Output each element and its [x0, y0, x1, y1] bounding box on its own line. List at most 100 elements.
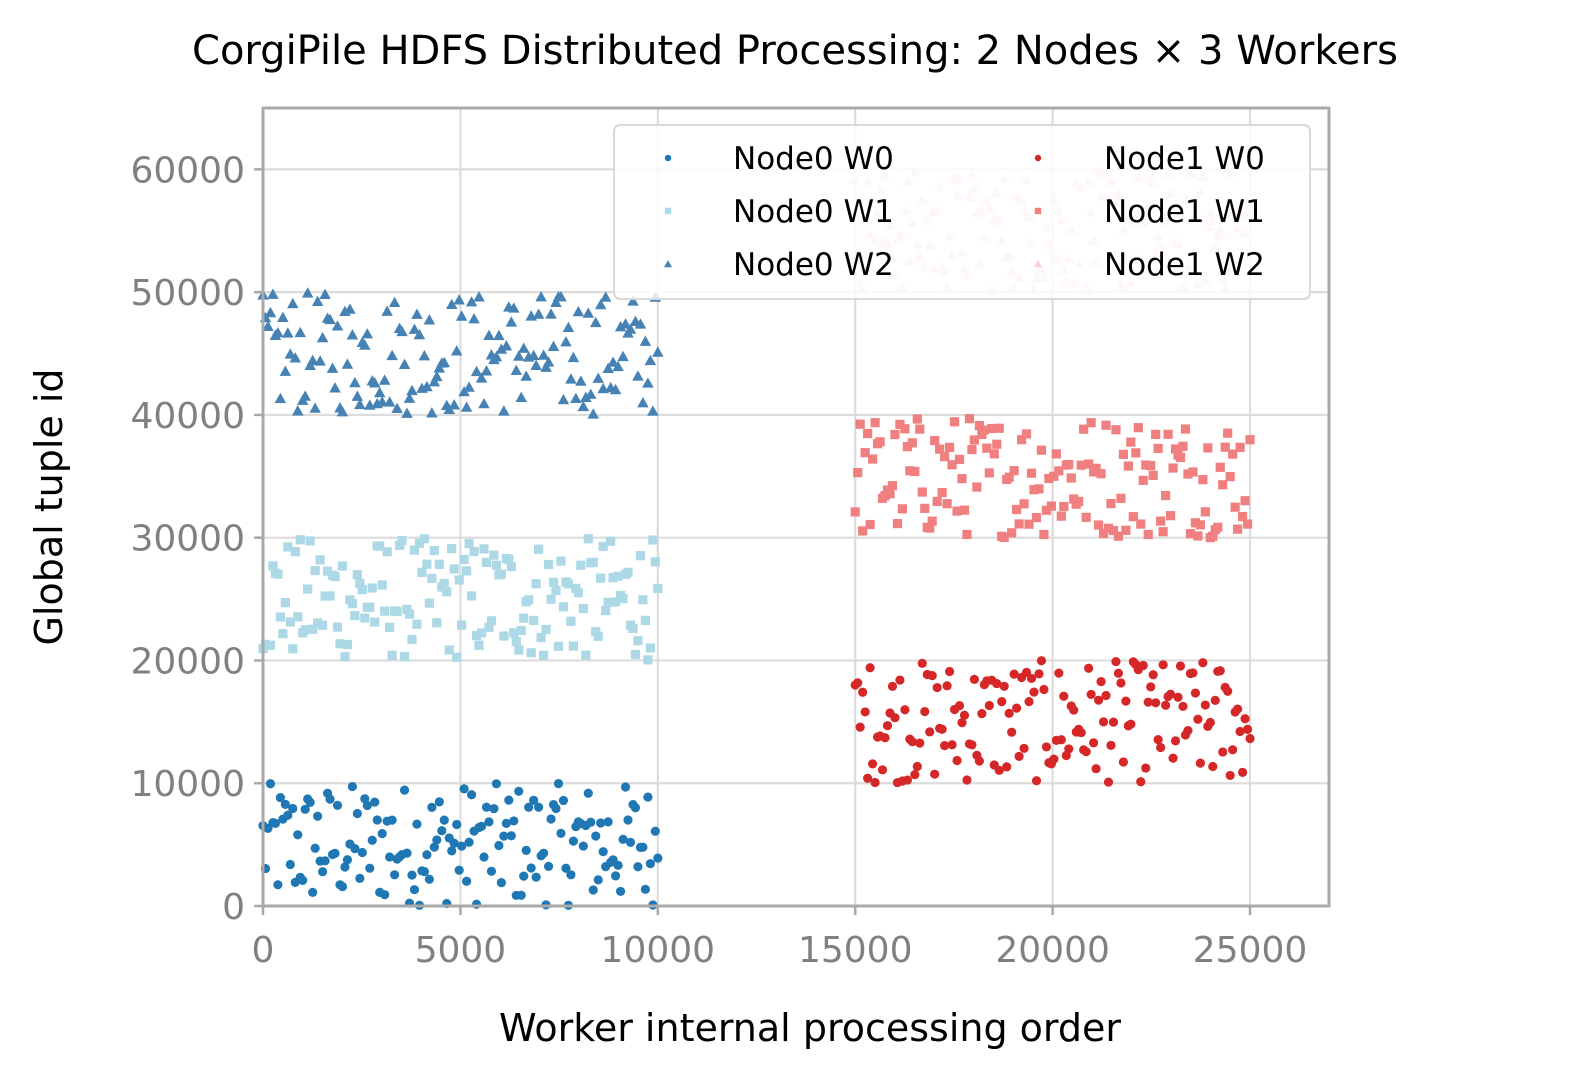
data-point [476, 821, 487, 831]
data-point [967, 740, 977, 750]
data-point [598, 847, 608, 857]
data-point [1208, 531, 1218, 541]
data-point [275, 792, 285, 803]
data-point [325, 591, 335, 601]
data-point [444, 645, 454, 655]
data-point [613, 571, 623, 581]
data-point [642, 377, 654, 388]
data-point [625, 837, 636, 847]
data-point [287, 297, 299, 309]
data-point [880, 733, 890, 743]
data-point [1240, 496, 1250, 506]
data-point [519, 871, 529, 881]
data-point [937, 724, 947, 734]
data-point [611, 871, 621, 881]
data-point [445, 298, 458, 310]
data-point [409, 545, 420, 555]
data-point [1113, 531, 1124, 541]
data-point [1049, 754, 1059, 764]
y-tick-label: 10000 [130, 764, 245, 805]
data-point [615, 886, 626, 897]
data-point [376, 396, 388, 407]
data-point [551, 585, 561, 596]
data-point [423, 314, 436, 325]
data-point [434, 559, 444, 569]
data-point [347, 781, 357, 792]
data-point [509, 816, 519, 826]
legend-marker [664, 154, 672, 162]
data-point [556, 828, 566, 838]
data-point [855, 722, 865, 732]
data-point [563, 579, 574, 589]
data-point [628, 623, 638, 634]
data-point [359, 339, 371, 350]
data-point [974, 756, 984, 766]
data-point [1096, 676, 1106, 687]
data-point [1143, 697, 1153, 707]
data-point [326, 362, 339, 373]
data-point [870, 777, 880, 788]
data-point [905, 466, 915, 476]
data-point [580, 391, 592, 402]
data-point [1103, 523, 1114, 533]
data-point [1208, 761, 1218, 772]
data-point [355, 578, 365, 589]
data-point [293, 830, 303, 840]
data-point [459, 784, 469, 794]
data-point [450, 345, 463, 356]
data-point [860, 448, 870, 458]
data-point [887, 481, 898, 491]
data-point [577, 400, 590, 412]
data-point [493, 329, 505, 341]
data-point [427, 573, 437, 583]
data-point [508, 302, 520, 313]
data-point [469, 546, 479, 557]
data-point [320, 856, 330, 866]
data-point [637, 396, 649, 408]
data-point [275, 612, 285, 622]
data-point [1009, 669, 1019, 679]
data-point [1178, 441, 1188, 451]
data-point [593, 875, 603, 885]
data-point [305, 797, 315, 807]
data-point [875, 437, 885, 447]
data-point [294, 326, 306, 338]
data-point [404, 609, 415, 619]
data-point [594, 298, 607, 310]
data-point [1205, 717, 1215, 728]
data-point [644, 354, 657, 366]
data-point [365, 602, 375, 612]
data-point [566, 616, 576, 626]
data-point [1220, 442, 1230, 452]
data-point [272, 326, 284, 338]
data-point [490, 351, 503, 362]
data-point [576, 560, 586, 570]
data-point [969, 435, 980, 445]
data-point [1111, 425, 1121, 435]
data-point [1168, 463, 1178, 473]
data-point [439, 579, 449, 589]
data-point [262, 320, 274, 331]
legend-box [613, 124, 1311, 300]
data-point [1024, 696, 1034, 707]
data-point [381, 305, 393, 316]
data-point [1237, 767, 1248, 777]
data-point [994, 765, 1004, 775]
data-point [581, 650, 591, 660]
data-point [954, 701, 965, 711]
data-point [1039, 684, 1049, 695]
data-point [1101, 690, 1111, 701]
data-point [1215, 462, 1225, 472]
data-point [925, 727, 935, 737]
data-point [890, 713, 900, 723]
data-point [462, 566, 472, 576]
data-point [648, 535, 658, 545]
data-point [561, 863, 571, 873]
data-point [1215, 666, 1225, 676]
data-point [578, 603, 588, 614]
data-point [885, 489, 895, 499]
data-point [377, 829, 387, 839]
data-point [494, 840, 504, 851]
data-point [984, 700, 994, 711]
